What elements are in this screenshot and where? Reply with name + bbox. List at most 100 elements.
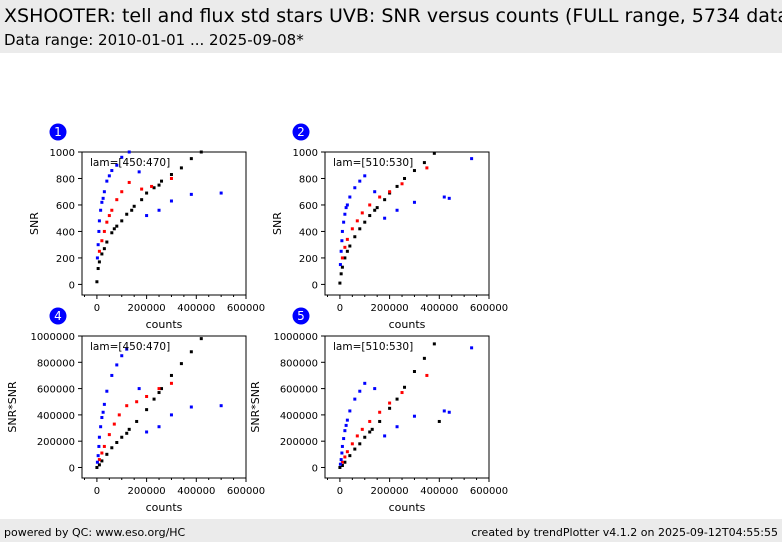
scatter-panel-1: 1 0 200000 400000 600000 0 200 400 600 800 1000 cou…: [28, 123, 265, 331]
data-point-blue: [344, 423, 348, 427]
data-point-red: [117, 413, 121, 417]
data-point-blue: [348, 409, 352, 413]
data-point-black: [412, 169, 416, 173]
data-point-black: [169, 173, 173, 177]
data-point-red: [425, 166, 429, 170]
data-point-black: [340, 464, 344, 468]
data-point-black: [179, 166, 183, 170]
data-point-black: [378, 419, 382, 423]
data-point-blue: [137, 170, 141, 174]
wavelength-annotation: lam=[510:530]: [333, 341, 413, 353]
data-point-black: [95, 465, 99, 469]
data-point-red: [135, 400, 139, 404]
data-point-blue: [110, 373, 114, 377]
data-point-blue: [338, 263, 342, 267]
data-point-black: [152, 186, 156, 190]
data-point-black: [383, 198, 387, 202]
data-point-blue: [169, 199, 173, 203]
data-point-blue: [101, 410, 105, 414]
data-point-blue: [157, 425, 161, 429]
data-point-blue: [383, 216, 387, 220]
data-point-black: [422, 356, 426, 360]
data-point-blue: [353, 397, 357, 401]
x-tick-label: 200000: [371, 486, 409, 497]
y-axis-label: SNR*SNR: [249, 381, 262, 433]
wavelength-annotation: lam=[510:530]: [333, 157, 413, 169]
data-point-blue: [340, 239, 344, 243]
data-point-red: [378, 410, 382, 414]
data-point-black: [102, 247, 106, 251]
header-bar: XSHOOTER: tell and flux std stars UVB: S…: [0, 0, 782, 53]
data-point-black: [135, 419, 139, 423]
data-point-red: [127, 180, 131, 184]
data-point-black: [343, 460, 347, 464]
data-point-red: [355, 219, 359, 223]
data-point-blue: [343, 429, 347, 433]
scatter-panel-5: 5 0 200000 400000 600000 0 200000 400000 600000 8…: [249, 307, 508, 514]
data-point-red: [400, 182, 404, 186]
panel-badge-circle: [49, 307, 67, 325]
panel-badge-number: 2: [297, 125, 305, 139]
data-point-blue: [97, 444, 101, 448]
data-point-blue: [363, 381, 367, 385]
data-point-red: [97, 249, 101, 253]
data-point-blue: [447, 410, 451, 414]
data-point-black: [145, 191, 149, 195]
x-tick-label: 600000: [227, 303, 265, 314]
data-point-blue: [358, 389, 362, 393]
data-point-red: [343, 455, 347, 459]
y-tick-label: 200000: [37, 437, 75, 448]
data-point-blue: [107, 174, 111, 178]
data-point-blue: [342, 437, 346, 441]
data-point-blue: [145, 430, 149, 434]
y-axis-label: SNR: [28, 212, 41, 235]
data-point-blue: [101, 196, 105, 200]
data-point-blue: [100, 200, 104, 204]
y-tick-label: 800: [56, 174, 75, 185]
y-tick-label: 800000: [37, 358, 75, 369]
data-point-black: [140, 198, 144, 202]
data-point-black: [375, 206, 379, 210]
data-point-red: [150, 184, 154, 188]
footer-bar: powered by QC: www.eso.org/HC created by…: [0, 519, 782, 542]
scatter-panel-2: 2 0 200000 400000 600000 0 200 400 600 800 1000 cou…: [271, 123, 508, 331]
data-point-blue: [97, 435, 101, 439]
y-tick-label: 600000: [37, 385, 75, 396]
data-point-blue: [96, 454, 100, 458]
axes-frame: [81, 335, 247, 479]
data-point-black: [100, 459, 104, 463]
data-point-blue: [105, 179, 109, 183]
data-point-red: [169, 381, 173, 385]
data-point-black: [339, 272, 343, 276]
x-tick-label: 600000: [470, 486, 508, 497]
data-point-blue: [110, 169, 114, 173]
x-axis-label: counts: [389, 318, 426, 331]
data-point-blue: [100, 416, 104, 420]
data-point-red: [125, 404, 129, 408]
y-tick-label: 0: [69, 280, 75, 291]
x-tick-label: 0: [337, 303, 343, 314]
axes-frame: [81, 151, 247, 296]
data-point-blue: [219, 191, 223, 195]
data-point-blue: [348, 195, 352, 199]
panel-badge-number: 5: [297, 309, 305, 323]
data-point-red: [100, 451, 104, 455]
data-point-blue: [345, 203, 349, 207]
data-point-blue: [412, 414, 416, 418]
data-point-black: [363, 220, 367, 224]
data-point-black: [432, 151, 436, 155]
data-point-black: [353, 447, 357, 451]
y-tick-label: 600: [56, 201, 75, 212]
data-point-black: [120, 219, 124, 223]
data-point-black: [373, 208, 377, 212]
data-point-black: [370, 427, 374, 431]
data-point-red: [140, 187, 144, 191]
panel-badge-circle: [49, 123, 67, 141]
data-point-blue: [344, 206, 348, 210]
data-point-blue: [339, 458, 343, 462]
data-point-red: [340, 460, 344, 464]
data-point-black: [95, 280, 99, 284]
scatter-panel-4: 4 0 200000 400000 600000 0 200000 400000 600000 8…: [6, 307, 265, 514]
data-point-blue: [99, 425, 103, 429]
data-point-red: [350, 227, 354, 231]
